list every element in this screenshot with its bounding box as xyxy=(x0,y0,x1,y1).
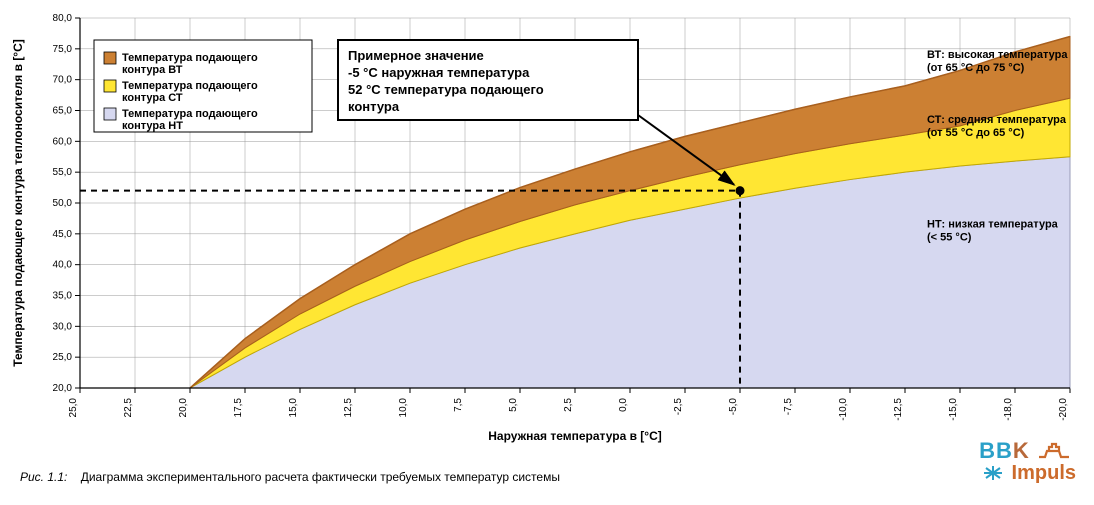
legend-swatch xyxy=(104,80,116,92)
svg-text:20,0: 20,0 xyxy=(53,383,73,394)
legend-swatch xyxy=(104,52,116,64)
svg-text:-12,5: -12,5 xyxy=(893,398,904,421)
figure-text: Диаграмма экспериментального расчета фак… xyxy=(81,470,560,484)
svg-text:-15,0: -15,0 xyxy=(948,398,959,421)
svg-text:80,0: 80,0 xyxy=(53,13,73,24)
svg-text:65,0: 65,0 xyxy=(53,106,73,117)
svg-text:20,0: 20,0 xyxy=(178,398,189,418)
legend-swatch xyxy=(104,108,116,120)
svg-text:15,0: 15,0 xyxy=(288,398,299,418)
figure-number: Рис. 1.1: xyxy=(20,470,67,484)
legend-label: Температура подающего xyxy=(122,108,258,120)
legend-label: Температура подающего xyxy=(122,52,258,64)
band-label: СТ: средняя температура xyxy=(927,114,1067,126)
svg-text:(< 55 °С): (< 55 °С) xyxy=(927,232,972,244)
svg-text:12,5: 12,5 xyxy=(343,398,354,418)
svg-text:(от 55 °С до 65 °С): (от 55 °С до 65 °С) xyxy=(927,127,1025,139)
gear-icon xyxy=(1037,441,1071,463)
svg-text:контура ВТ: контура ВТ xyxy=(122,64,183,76)
callout-text: контура xyxy=(348,99,400,114)
svg-text:5,0: 5,0 xyxy=(508,398,519,412)
svg-text:контура НТ: контура НТ xyxy=(122,120,183,132)
svg-text:30,0: 30,0 xyxy=(53,321,73,332)
svg-text:25,0: 25,0 xyxy=(68,398,79,418)
svg-text:45,0: 45,0 xyxy=(53,229,73,240)
vendor-logo: BBK Impuls xyxy=(979,440,1076,483)
svg-text:2,5: 2,5 xyxy=(563,398,574,412)
svg-text:60,0: 60,0 xyxy=(53,136,73,147)
svg-text:35,0: 35,0 xyxy=(53,291,73,302)
svg-text:55,0: 55,0 xyxy=(53,167,73,178)
svg-text:25,0: 25,0 xyxy=(53,352,73,363)
svg-text:(от 65 °С до 75 °С): (от 65 °С до 75 °С) xyxy=(927,62,1025,74)
svg-text:-2,5: -2,5 xyxy=(673,398,684,416)
svg-text:40,0: 40,0 xyxy=(53,260,73,271)
figure-caption: Рис. 1.1: Диаграмма экспериментального р… xyxy=(20,470,560,484)
svg-text:-7,5: -7,5 xyxy=(783,398,794,416)
svg-text:-20,0: -20,0 xyxy=(1058,398,1069,421)
band-label: ВТ: высокая температура xyxy=(927,49,1068,61)
example-point xyxy=(736,186,745,195)
heating-curve-chart: 25,0 22,5 20,0 17,5 15,0 12,5 10,0 7,5 5,0 2,5 0,0… xyxy=(0,0,1094,505)
callout-text: Примерное значение xyxy=(348,48,484,63)
svg-text:70,0: 70,0 xyxy=(53,75,73,86)
svg-text:75,0: 75,0 xyxy=(53,44,73,55)
y-axis-label: Температура подающего контура теплоносит… xyxy=(11,39,25,367)
svg-text:10,0: 10,0 xyxy=(398,398,409,418)
callout-text: 52 °С температура подающего xyxy=(348,82,544,97)
legend-label: Температура подающего xyxy=(122,80,258,92)
svg-text:50,0: 50,0 xyxy=(53,198,73,209)
svg-text:0,0: 0,0 xyxy=(618,398,629,412)
x-axis-label: Наружная температура в [°C] xyxy=(488,429,662,443)
svg-text:-18,0: -18,0 xyxy=(1003,398,1014,421)
svg-text:-10,0: -10,0 xyxy=(838,398,849,421)
svg-text:контура СТ: контура СТ xyxy=(122,92,183,104)
callout-text: -5 °С наружная температура xyxy=(348,65,530,80)
band-label: НТ: низкая температура xyxy=(927,219,1059,231)
svg-text:22,5: 22,5 xyxy=(123,398,134,418)
svg-text:-5,0: -5,0 xyxy=(728,398,739,416)
svg-text:7,5: 7,5 xyxy=(453,398,464,412)
svg-text:17,5: 17,5 xyxy=(233,398,244,418)
snowflake-icon xyxy=(979,464,1007,482)
